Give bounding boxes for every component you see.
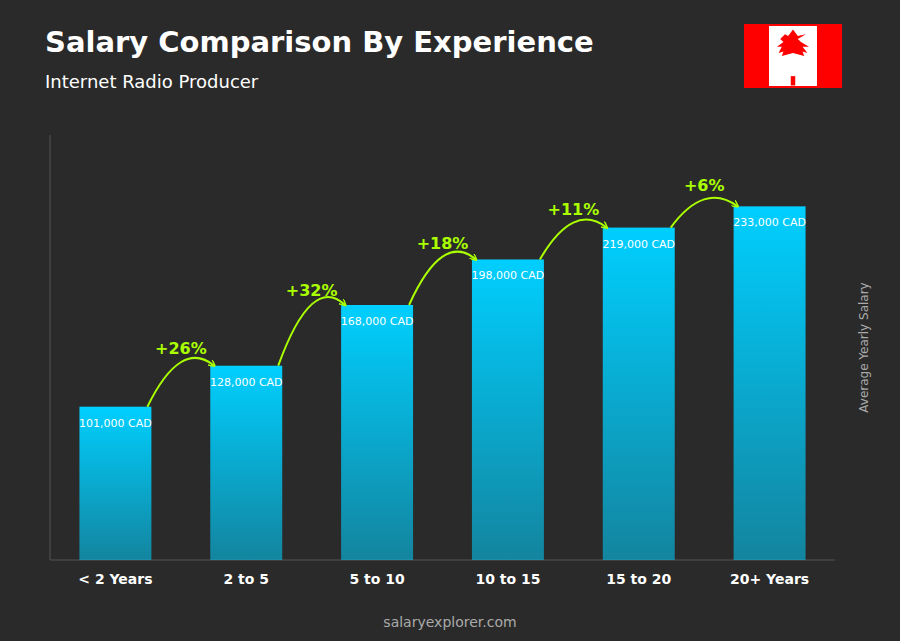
subtitle: Internet Radio Producer bbox=[45, 71, 259, 92]
x-tick-label: 2 to 5 bbox=[223, 571, 269, 587]
annotation: +6% bbox=[684, 176, 725, 195]
data-label: 128,000 CAD bbox=[210, 376, 283, 389]
data-label: 198,000 CAD bbox=[472, 269, 545, 282]
x-tick-label: 20+ Years bbox=[730, 571, 809, 587]
flag-band bbox=[745, 25, 769, 87]
bar bbox=[79, 407, 151, 560]
flag-band bbox=[817, 25, 841, 87]
bar bbox=[472, 259, 544, 560]
chart: Salary Comparison By Experience Internet … bbox=[0, 0, 900, 641]
change-arrow bbox=[147, 358, 214, 407]
watermark: salaryexplorer.com bbox=[383, 614, 516, 630]
y-axis-label: Average Yearly Salary bbox=[857, 282, 871, 412]
flag bbox=[745, 25, 841, 87]
background bbox=[0, 0, 900, 641]
data-label: 101,000 CAD bbox=[79, 417, 152, 430]
data-label: 168,000 CAD bbox=[341, 315, 414, 328]
change-arrow bbox=[671, 198, 738, 228]
change-arrow bbox=[540, 220, 607, 260]
bars bbox=[79, 206, 805, 560]
change-arrow bbox=[409, 252, 476, 305]
data-label: 219,000 CAD bbox=[602, 238, 675, 251]
change-arrow bbox=[278, 297, 345, 366]
bar bbox=[210, 366, 282, 560]
annotation: +11% bbox=[547, 200, 599, 219]
flag-field bbox=[745, 25, 841, 87]
bar bbox=[734, 206, 806, 560]
x-axis-line bbox=[50, 560, 835, 561]
y-axis-line bbox=[50, 135, 51, 560]
x-tick-label: < 2 Years bbox=[78, 571, 152, 587]
bar bbox=[603, 228, 675, 560]
annotation: +32% bbox=[286, 281, 338, 300]
annotation: +26% bbox=[155, 339, 207, 358]
annotation: +18% bbox=[417, 234, 469, 253]
flag-stem bbox=[791, 76, 795, 85]
title: Salary Comparison By Experience bbox=[45, 25, 594, 59]
x-tick-label: 5 to 10 bbox=[349, 571, 405, 587]
flag-leaf bbox=[777, 30, 809, 56]
bar bbox=[341, 305, 413, 560]
x-tick-label: 10 to 15 bbox=[475, 571, 540, 587]
data-label: 233,000 CAD bbox=[733, 216, 806, 229]
x-tick-label: 15 to 20 bbox=[606, 571, 671, 587]
